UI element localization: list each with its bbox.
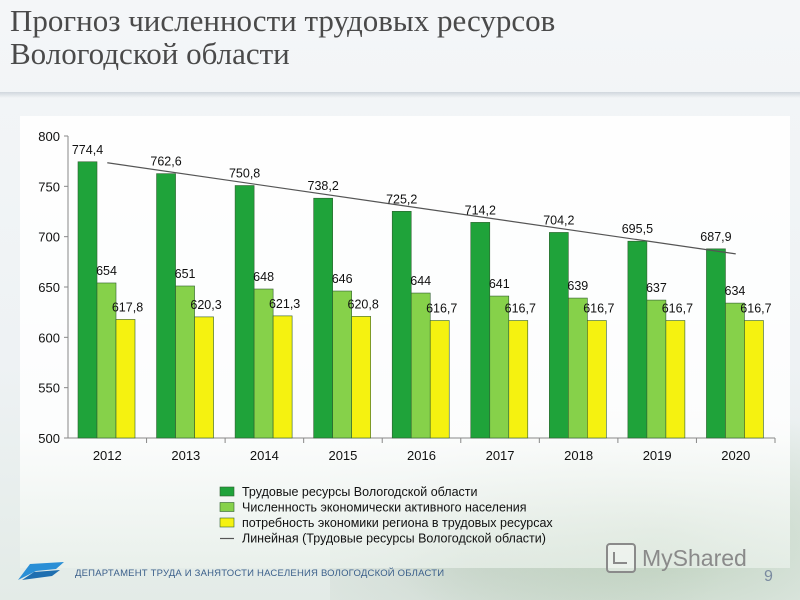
data-label-series-1: 762,6 bbox=[150, 155, 181, 169]
data-label-series-3: 616,7 bbox=[740, 302, 771, 316]
chart-card: 500 550 600 650 700 750 800 2012 2013 2014 2015 201… bbox=[20, 116, 790, 568]
bar-series-1 bbox=[627, 240, 648, 439]
data-label-series-1: 774,4 bbox=[72, 143, 103, 157]
legend-label-series-2: Численность экономически активного насел… bbox=[242, 501, 527, 515]
data-label-series-3: 620,3 bbox=[190, 298, 221, 312]
bar-series-3 bbox=[665, 320, 686, 439]
bar-series-3 bbox=[587, 320, 607, 439]
bar-series-3 bbox=[115, 319, 136, 439]
bar-series-3 bbox=[351, 316, 371, 439]
presentation-icon bbox=[606, 543, 636, 573]
bar-series-2 bbox=[253, 288, 274, 439]
legend-swatch-series-1 bbox=[219, 486, 235, 497]
x-tick-label: 2017 bbox=[486, 448, 515, 463]
data-label-series-2: 648 bbox=[253, 270, 274, 284]
legend-label-trendline: Линейная (Трудовые ресурсы Вологодской о… bbox=[242, 532, 546, 546]
bar-series-2 bbox=[725, 302, 745, 439]
data-label-series-3: 620,8 bbox=[348, 297, 379, 311]
data-label-series-2: 644 bbox=[410, 274, 431, 288]
data-label-series-1: 750,8 bbox=[229, 167, 260, 181]
bar-series-1 bbox=[156, 173, 176, 439]
brand-text: MyShared bbox=[642, 544, 747, 571]
data-label-series-2: 654 bbox=[96, 264, 117, 278]
legend-label-series-3: потребность экономики региона в трудовых… bbox=[242, 516, 553, 530]
data-label-series-3: 616,7 bbox=[505, 302, 536, 316]
bar-chart: 500 550 600 650 700 750 800 2012 2013 2014 2015 201… bbox=[38, 129, 776, 546]
x-tick-label: 2015 bbox=[328, 448, 357, 463]
bar-series-1 bbox=[549, 232, 569, 439]
data-label-series-1: 695,5 bbox=[622, 222, 653, 236]
bar-series-1 bbox=[77, 161, 98, 439]
bar-series-2 bbox=[489, 295, 510, 439]
data-label-series-1: 725,2 bbox=[386, 192, 417, 206]
bar-series-2 bbox=[646, 299, 667, 439]
myshared-watermark: MyShared bbox=[606, 540, 776, 576]
bar-series-1 bbox=[313, 197, 333, 439]
footer-department-name: ДЕПАРТАМЕНТ ТРУДА И ЗАНЯТОСТИ НАСЕЛЕНИЯ … bbox=[75, 568, 445, 579]
page-number: 9 bbox=[764, 568, 773, 585]
data-label-series-3: 616,7 bbox=[662, 302, 693, 316]
data-labels: 774,4 762,6 750,8 738,2 725,2 714,2 704,2 695,5… bbox=[72, 143, 772, 316]
title-line-2: Вологодской области bbox=[10, 36, 290, 71]
data-label-series-2: 639 bbox=[567, 279, 588, 293]
x-tick-label: 2012 bbox=[93, 448, 122, 463]
y-tick-label: 800 bbox=[38, 129, 60, 144]
x-tick-label: 2020 bbox=[721, 448, 750, 463]
data-label-series-2: 651 bbox=[175, 267, 196, 281]
data-label-series-2: 646 bbox=[332, 272, 353, 286]
title-divider bbox=[0, 92, 800, 98]
data-label-series-1: 687,9 bbox=[700, 230, 731, 244]
data-label-series-1: 704,2 bbox=[543, 213, 574, 227]
bar-series-1 bbox=[706, 248, 726, 439]
legend: Трудовые ресурсы Вологодской области Числ… bbox=[219, 485, 553, 546]
data-label-series-3: 617,8 bbox=[112, 300, 143, 314]
data-label-series-3: 616,7 bbox=[426, 302, 457, 316]
legend-label-series-1: Трудовые ресурсы Вологодской области bbox=[242, 485, 477, 499]
x-tick-label: 2018 bbox=[564, 448, 593, 463]
trend-line bbox=[107, 162, 736, 255]
data-label-series-2: 637 bbox=[646, 281, 667, 295]
bar-series-2 bbox=[568, 297, 588, 439]
legend-swatch-series-3 bbox=[219, 517, 235, 528]
bar-series-3 bbox=[508, 320, 529, 439]
bar-series-1 bbox=[391, 210, 412, 439]
y-tick-label: 500 bbox=[38, 431, 60, 446]
data-label-series-3: 616,7 bbox=[583, 302, 614, 316]
legend-swatch-series-2 bbox=[219, 502, 235, 512]
y-tick-label: 650 bbox=[38, 280, 60, 295]
data-label-series-1: 714,2 bbox=[465, 203, 496, 217]
y-tick-label: 600 bbox=[38, 330, 60, 345]
y-tick-label: 550 bbox=[38, 381, 60, 396]
data-label-series-2: 634 bbox=[725, 284, 746, 298]
y-tick-label: 700 bbox=[38, 230, 60, 245]
bar-series-3 bbox=[194, 316, 214, 439]
data-label-series-2: 641 bbox=[489, 277, 510, 291]
y-tick-label: 750 bbox=[38, 179, 60, 194]
page-title: Прогноз численности трудовых ресурсов Во… bbox=[10, 4, 770, 70]
bar-series-1 bbox=[234, 185, 255, 439]
bar-series-1 bbox=[470, 222, 491, 439]
x-tick-label: 2019 bbox=[643, 448, 672, 463]
bar-series-2 bbox=[332, 290, 352, 439]
bars bbox=[77, 161, 764, 439]
title-line-1: Прогноз численности трудовых ресурсов bbox=[10, 3, 556, 38]
data-label-series-3: 621,3 bbox=[269, 297, 300, 311]
x-tick-label: 2014 bbox=[250, 448, 279, 463]
x-tick-label: 2016 bbox=[407, 448, 436, 463]
department-logo bbox=[18, 562, 64, 580]
bar-series-3 bbox=[272, 315, 293, 439]
data-label-series-1: 738,2 bbox=[308, 179, 339, 193]
trendline bbox=[107, 162, 736, 255]
bar-series-3 bbox=[744, 320, 764, 439]
x-tick-label: 2013 bbox=[171, 448, 200, 463]
bar-series-3 bbox=[429, 320, 450, 439]
